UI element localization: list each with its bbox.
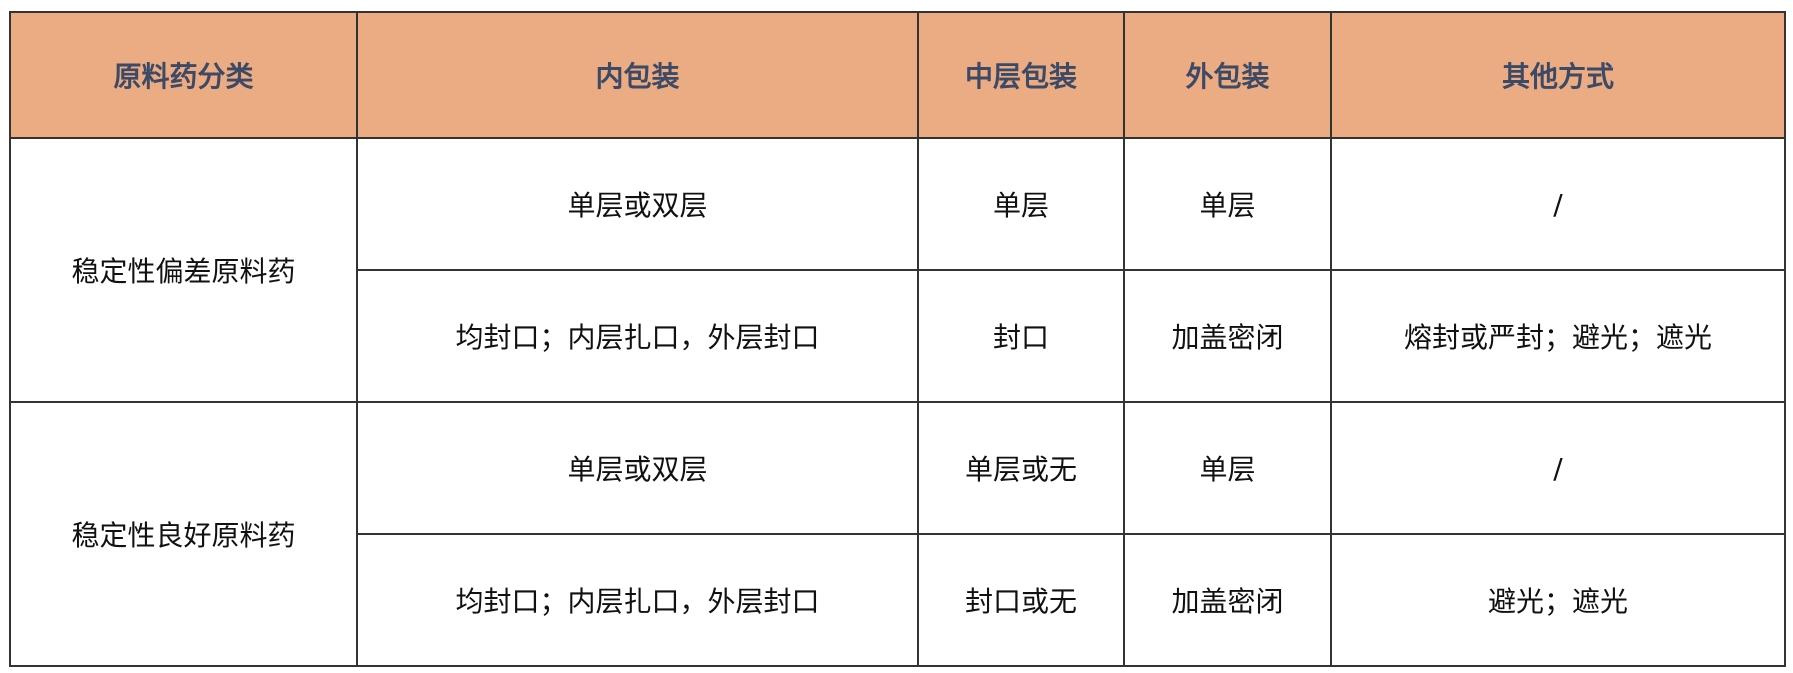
- middle-cell: 单层: [917, 137, 1125, 271]
- middle-cell: 单层或无: [917, 401, 1125, 535]
- header-middle-packaging: 中层包装: [917, 11, 1125, 139]
- table-row: 稳定性良好原料药 单层或双层 单层或无 单层 /: [9, 401, 1786, 667]
- header-category: 原料药分类: [9, 11, 358, 139]
- header-inner-packaging: 内包装: [356, 11, 919, 139]
- outer-cell: 单层: [1123, 137, 1332, 271]
- inner-cell: 均封口；内层扎口，外层封口: [356, 269, 919, 403]
- outer-cell: 单层: [1123, 401, 1332, 535]
- category-cell: 稳定性偏差原料药: [9, 137, 358, 403]
- inner-cell: 单层或双层: [356, 137, 919, 271]
- header-other-methods: 其他方式: [1330, 11, 1786, 139]
- middle-cell: 封口: [917, 269, 1125, 403]
- other-cell: 避光；遮光: [1330, 533, 1786, 667]
- inner-cell: 均封口；内层扎口，外层封口: [356, 533, 919, 667]
- other-cell: /: [1330, 401, 1786, 535]
- other-cell: /: [1330, 137, 1786, 271]
- other-cell: 熔封或严封；避光；遮光: [1330, 269, 1786, 403]
- table-row: 均封口；内层扎口，外层封口 封口或无 加盖密闭 避光；遮光: [10, 533, 1786, 667]
- table-row: 稳定性偏差原料药 单层或双层 单层 单层 /: [9, 137, 1786, 403]
- inner-cell: 单层或双层: [356, 401, 919, 535]
- table-row: 均封口；内层扎口，外层封口 封口 加盖密闭 熔封或严封；避光；遮光: [10, 269, 1786, 403]
- header-outer-packaging: 外包装: [1123, 11, 1332, 139]
- packaging-table: 原料药分类 内包装 中层包装 外包装 其他方式 稳定性偏差原料药 单层或双层 单…: [9, 11, 1786, 667]
- header-row: 原料药分类 内包装 中层包装 外包装 其他方式: [9, 11, 1786, 139]
- outer-cell: 加盖密闭: [1123, 533, 1332, 667]
- category-cell: 稳定性良好原料药: [9, 401, 358, 667]
- middle-cell: 封口或无: [917, 533, 1125, 667]
- outer-cell: 加盖密闭: [1123, 269, 1332, 403]
